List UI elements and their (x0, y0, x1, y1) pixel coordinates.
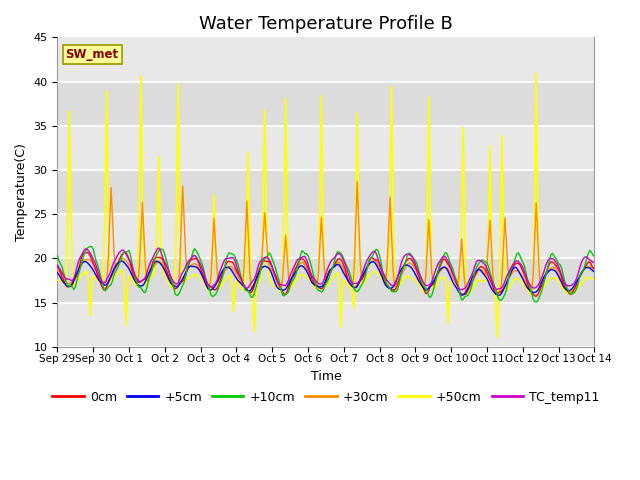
Bar (58, 82, 595, 126)
Y-axis label: Temperature(C): Temperature(C) (15, 143, 28, 241)
Bar (58, 170, 595, 214)
Text: SW_met: SW_met (65, 48, 118, 61)
X-axis label: Time: Time (310, 370, 341, 383)
Legend: 0cm, +5cm, +10cm, +30cm, +50cm, TC_temp11: 0cm, +5cm, +10cm, +30cm, +50cm, TC_temp1… (47, 385, 605, 408)
Title: Water Temperature Profile B: Water Temperature Profile B (199, 15, 452, 33)
Bar (58, 258, 595, 302)
